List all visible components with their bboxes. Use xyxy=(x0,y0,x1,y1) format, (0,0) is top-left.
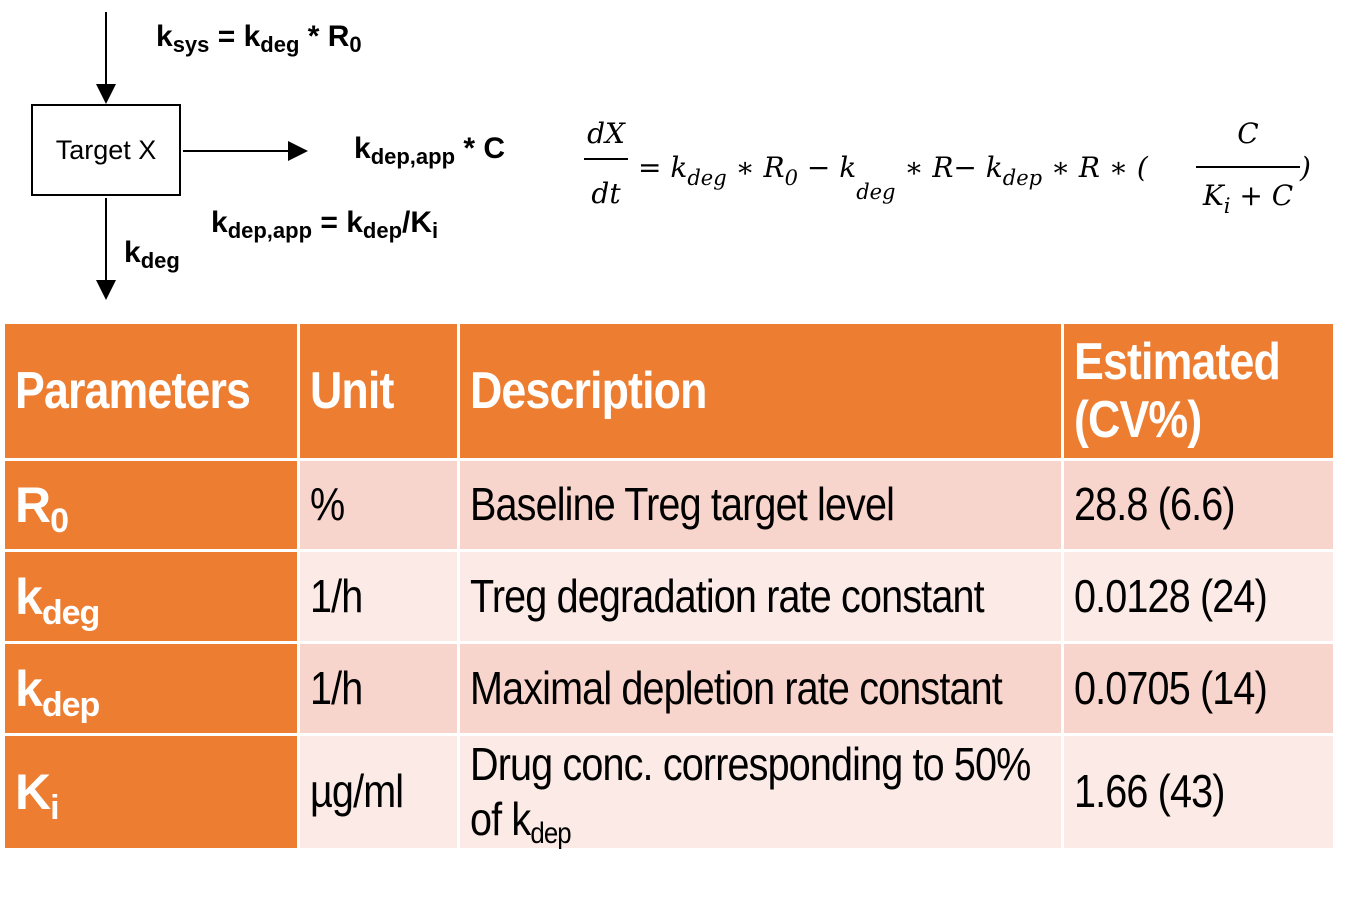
description-cell: Baseline Treg target level xyxy=(457,458,1064,552)
target-x-label: Target X xyxy=(55,134,157,165)
rhs-terms: = kdeg ∗ R0 − kdeg ∗ R− kdep ∗ R ∗ ( xyxy=(638,151,1148,204)
table-row: kdep 1/h Maximal depletion rate constant… xyxy=(2,641,1336,736)
param-cell: R0 xyxy=(2,458,300,552)
param-cell: kdeg xyxy=(2,549,300,644)
unit-cell: 1/h xyxy=(297,641,460,736)
description-cell: Drug conc. corresponding to 50% of kdep xyxy=(457,733,1064,851)
differential-equation: dX dt = kdeg ∗ R0 − kdeg ∗ R− kdep ∗ R ∗… xyxy=(584,120,1324,220)
table-row: R0 % Baseline Treg target level 28.8 (6.… xyxy=(2,458,1336,552)
ksys-equation: ksys = kdeg * R0 xyxy=(156,20,362,57)
param-cell: kdep xyxy=(2,641,300,736)
param-cell: Ki xyxy=(2,733,300,851)
table-row: kdeg 1/h Treg degradation rate constant … xyxy=(2,549,1336,644)
kdepapp-equation: kdep,app = kdep/Ki xyxy=(211,206,439,243)
output-flux-label: kdep,app * C xyxy=(354,132,506,169)
target-x-box: Target X xyxy=(31,104,181,196)
header-parameters: Parameters xyxy=(2,321,300,461)
table-header-row: Parameters Unit Description Estimated (C… xyxy=(2,321,1336,461)
rhs-numerator: C xyxy=(1237,117,1259,150)
kdeg-label: kdeg xyxy=(124,236,180,273)
lhs-fraction-bar xyxy=(584,158,628,160)
estimate-cell: 0.0128 (24) xyxy=(1061,549,1336,644)
description-cell: Treg degradation rate constant xyxy=(457,549,1064,644)
description-cell: Maximal depletion rate constant xyxy=(457,641,1064,736)
unit-cell: 1/h xyxy=(297,549,460,644)
rhs-close-paren: ) xyxy=(1300,151,1311,184)
header-estimated: Estimated (CV%) xyxy=(1061,321,1336,461)
unit-cell: % xyxy=(297,458,460,552)
estimate-cell: 1.66 (43) xyxy=(1061,733,1336,851)
estimate-cell: 0.0705 (14) xyxy=(1061,641,1336,736)
header-description: Description xyxy=(457,321,1064,461)
lhs-numerator: dX xyxy=(587,117,625,150)
diagram-arrows xyxy=(96,12,308,300)
lhs-denominator: dt xyxy=(591,177,621,210)
rhs-denominator: Ki + C xyxy=(1202,179,1294,218)
unit-cell: µg/ml xyxy=(297,733,460,851)
header-unit: Unit xyxy=(297,321,460,461)
table-row: Ki µg/ml Drug conc. corresponding to 50%… xyxy=(2,733,1336,851)
parameter-table: Parameters Unit Description Estimated (C… xyxy=(2,321,1336,851)
estimate-cell: 28.8 (6.6) xyxy=(1061,458,1336,552)
rhs-fraction-bar xyxy=(1196,166,1300,168)
